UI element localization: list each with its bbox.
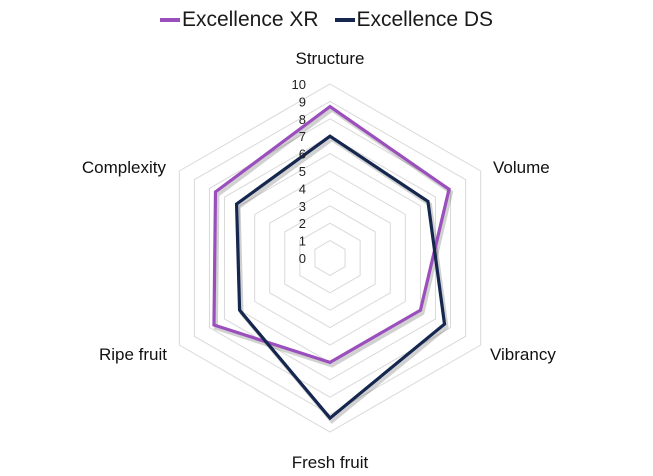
legend-item-xr: Excellence XR (159, 8, 319, 32)
category-label: Vibrancy (490, 345, 556, 364)
grid-ring-1 (314, 240, 346, 276)
grid-ring-9 (193, 100, 467, 416)
category-label: Structure (296, 49, 365, 68)
tick-label: 0 (299, 251, 306, 266)
category-label: Ripe fruit (99, 345, 167, 364)
tick-label: 3 (299, 199, 306, 214)
grid-ring-5 (254, 170, 406, 346)
tick-label: 8 (299, 112, 306, 127)
grid-ring-7 (224, 135, 436, 381)
radar-tick-labels: 0 1 2 3 4 5 6 7 8 9 10 (292, 77, 306, 266)
series-shadow-0 (213, 107, 454, 368)
grid-ring-4 (269, 187, 391, 329)
series-line-1 (234, 134, 447, 421)
category-label: Volume (493, 158, 550, 177)
legend-label-ds: Excellence DS (356, 8, 494, 31)
tick-label: 1 (299, 234, 306, 249)
tick-label: 4 (299, 181, 306, 196)
series-line-0 (212, 104, 451, 365)
tick-label: 5 (299, 164, 306, 179)
tick-label: 6 (299, 147, 306, 162)
tick-label: 2 (299, 216, 306, 231)
tick-label: 9 (299, 94, 306, 109)
legend: Excellence XR Excellence DS (0, 8, 653, 32)
radar-series (212, 104, 454, 424)
legend-item-ds: Excellence DS (334, 8, 494, 32)
legend-swatch-xr (159, 18, 180, 22)
legend-label-xr: Excellence XR (181, 8, 319, 31)
legend-swatch-ds (334, 18, 355, 22)
radar-category-labels: Structure Volume Vibrancy Fresh fruit Ripe f… (82, 49, 556, 472)
grid-ring-2 (299, 222, 361, 294)
category-label: Fresh fruit (292, 453, 369, 472)
category-label: Complexity (82, 158, 167, 177)
grid-ring-3 (284, 205, 376, 311)
tick-label: 10 (292, 77, 306, 92)
tick-label: 7 (299, 129, 306, 144)
grid-ring-10 (178, 83, 482, 433)
